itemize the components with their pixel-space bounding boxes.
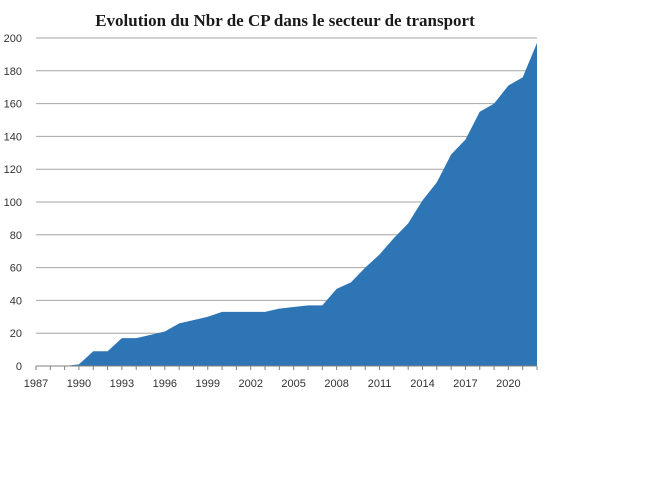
x-tick-label: 1996 xyxy=(153,378,177,390)
y-tick-label: 100 xyxy=(4,197,22,209)
y-tick-label: 200 xyxy=(4,33,22,45)
x-tick-label: 1993 xyxy=(110,378,134,390)
y-tick-label: 0 xyxy=(16,361,22,373)
y-tick-label: 120 xyxy=(4,164,22,176)
y-tick-label: 160 xyxy=(4,99,22,111)
y-tick-label: 80 xyxy=(10,230,22,242)
x-axis-ticks: 1987 1990 1993 1996 1999 2002 2005 2008 2011 2014… xyxy=(24,378,521,390)
area-series xyxy=(36,42,537,367)
x-tick-label: 2011 xyxy=(368,378,392,390)
axes xyxy=(35,365,538,370)
x-tick-label: 2014 xyxy=(410,378,434,390)
x-tick-label: 1999 xyxy=(196,378,220,390)
series-area xyxy=(36,42,537,367)
x-tick-label: 2020 xyxy=(496,378,520,390)
y-tick-label: 60 xyxy=(10,263,22,275)
x-tick-label: 2008 xyxy=(324,378,348,390)
x-tick-label: 2002 xyxy=(238,378,262,390)
y-axis-ticks: 0 20 40 60 80 100 120 140 160 180 200 xyxy=(4,33,22,373)
gridlines xyxy=(36,37,537,334)
y-tick-label: 20 xyxy=(10,328,22,340)
x-tick-label: 2005 xyxy=(281,378,305,390)
y-tick-label: 180 xyxy=(4,66,22,78)
y-tick-label: 40 xyxy=(10,295,22,307)
x-tick-label: 2017 xyxy=(453,378,477,390)
x-tick-label: 1987 xyxy=(24,378,48,390)
x-tick-label: 1990 xyxy=(67,378,91,390)
chart-title: Evolution du Nbr de CP dans le secteur d… xyxy=(95,11,475,30)
y-tick-label: 140 xyxy=(4,131,22,143)
